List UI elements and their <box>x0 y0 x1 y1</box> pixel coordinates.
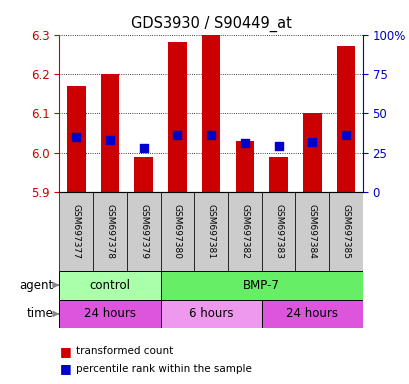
Point <box>241 140 247 146</box>
Point <box>174 132 180 138</box>
Bar <box>227 192 261 271</box>
Text: GSM697385: GSM697385 <box>341 204 350 259</box>
Bar <box>67 86 85 192</box>
Bar <box>160 300 261 328</box>
Text: ■: ■ <box>59 362 71 375</box>
Point <box>106 137 113 143</box>
Text: GSM697384: GSM697384 <box>307 204 316 259</box>
Point <box>308 139 315 145</box>
Text: ■: ■ <box>59 345 71 358</box>
Text: agent: agent <box>19 279 53 291</box>
Bar <box>295 192 328 271</box>
Bar <box>134 157 153 192</box>
Bar <box>261 300 362 328</box>
Text: GSM697379: GSM697379 <box>139 204 148 259</box>
Bar <box>59 192 93 271</box>
Bar <box>168 42 186 192</box>
Point <box>342 132 348 138</box>
Bar <box>235 141 254 192</box>
Text: 24 hours: 24 hours <box>285 308 337 320</box>
Text: GSM697378: GSM697378 <box>105 204 114 259</box>
Text: time: time <box>27 308 53 320</box>
Bar <box>59 300 160 328</box>
Bar <box>328 192 362 271</box>
Text: control: control <box>89 279 130 291</box>
Bar <box>160 192 194 271</box>
Bar <box>302 113 321 192</box>
Point <box>207 132 214 138</box>
Bar <box>160 271 362 300</box>
Bar <box>201 35 220 192</box>
Point <box>274 143 281 149</box>
Text: GSM697382: GSM697382 <box>240 204 249 259</box>
Bar <box>336 46 355 192</box>
Bar <box>261 192 295 271</box>
Bar <box>101 74 119 192</box>
Bar <box>59 271 160 300</box>
Text: 6 hours: 6 hours <box>189 308 233 320</box>
Bar <box>194 192 227 271</box>
Text: transformed count: transformed count <box>76 346 173 356</box>
Text: GSM697383: GSM697383 <box>273 204 282 259</box>
Bar <box>93 192 126 271</box>
Text: 24 hours: 24 hours <box>84 308 136 320</box>
Text: percentile rank within the sample: percentile rank within the sample <box>76 364 251 374</box>
Text: GSM697380: GSM697380 <box>173 204 182 259</box>
Bar <box>126 192 160 271</box>
Title: GDS3930 / S90449_at: GDS3930 / S90449_at <box>130 16 291 32</box>
Text: BMP-7: BMP-7 <box>243 279 279 291</box>
Bar <box>269 157 287 192</box>
Point <box>73 134 79 140</box>
Point <box>140 145 147 151</box>
Text: GSM697381: GSM697381 <box>206 204 215 259</box>
Text: GSM697377: GSM697377 <box>72 204 81 259</box>
